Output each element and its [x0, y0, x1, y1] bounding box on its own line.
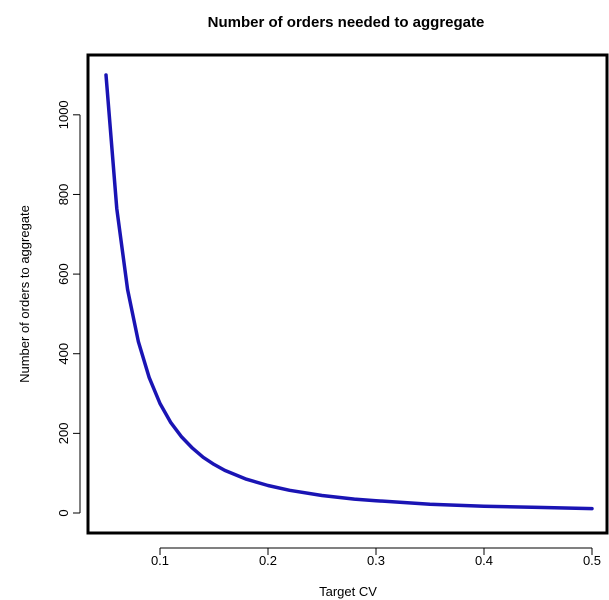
- data-point: [592, 508, 593, 509]
- y-axis-label: Number of orders to aggregate: [17, 205, 32, 383]
- data-point: [538, 507, 539, 508]
- data-point: [484, 506, 485, 507]
- y-tick-label: 800: [56, 184, 71, 206]
- data-point: [289, 490, 290, 491]
- data-point: [376, 500, 377, 501]
- data-point: [268, 485, 269, 486]
- data-point: [106, 75, 107, 76]
- x-tick-label: 0.4: [475, 553, 493, 568]
- data-point: [192, 448, 193, 449]
- x-tick-label: 0.5: [583, 553, 601, 568]
- y-tick-label: 600: [56, 263, 71, 285]
- x-axis: 0.1 0.2 0.3 0.4 0.5: [151, 547, 601, 568]
- data-point: [354, 499, 355, 500]
- y-tick-label: 1000: [56, 100, 71, 129]
- x-tick-label: 0.3: [367, 553, 385, 568]
- data-point: [138, 341, 139, 342]
- data-point: [203, 457, 204, 458]
- data-point: [181, 436, 182, 437]
- data-point: [322, 495, 323, 496]
- series-layer: [104, 73, 594, 511]
- x-tick-label: 0.2: [259, 553, 277, 568]
- data-point: [246, 479, 247, 480]
- series-line: [104, 73, 594, 511]
- data-point: [127, 289, 128, 290]
- data-point: [170, 422, 171, 423]
- chart-title: Number of orders needed to aggregate: [208, 14, 485, 31]
- x-axis-label: Target CV: [319, 584, 377, 599]
- plot-frame: [86, 53, 609, 535]
- data-point: [149, 377, 150, 378]
- data-point: [224, 470, 225, 471]
- data-point: [430, 504, 431, 505]
- data-point: [160, 403, 161, 404]
- x-tick-label: 0.1: [151, 553, 169, 568]
- y-tick-label: 0: [56, 509, 71, 516]
- data-point: [116, 208, 117, 209]
- y-tick-label: 400: [56, 343, 71, 365]
- y-axis: 0 200 400 600 800 1000: [56, 100, 81, 517]
- data-point: [214, 464, 215, 465]
- y-tick-label: 200: [56, 423, 71, 445]
